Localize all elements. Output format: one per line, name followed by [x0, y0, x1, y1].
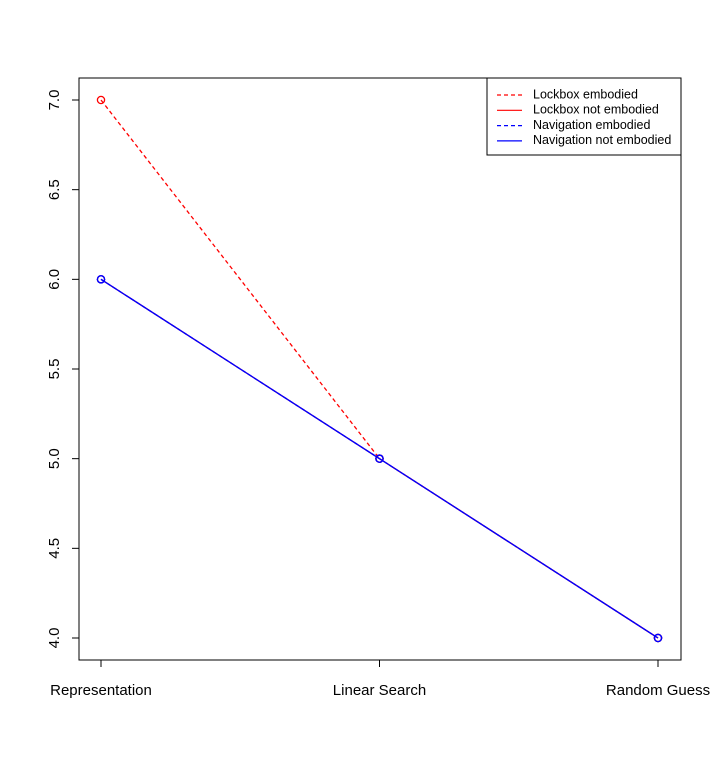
- series-line: [100, 99, 659, 639]
- y-tick-label: 4.0: [46, 628, 63, 649]
- series-point: [96, 275, 106, 284]
- x-tick-label: Representation: [50, 682, 152, 699]
- y-tick-label: 5.5: [46, 359, 63, 380]
- series-point: [653, 633, 663, 643]
- series-line: [100, 278, 659, 639]
- y-tick-label: 4.5: [46, 538, 63, 559]
- x-tick-label: Linear Search: [333, 682, 426, 699]
- y-tick-label: 6.0: [46, 269, 63, 290]
- legend-label: Lockbox not embodied: [533, 103, 659, 117]
- y-tick-label: 5.0: [46, 448, 63, 469]
- x-tick-label: Random Guess: [606, 682, 710, 699]
- plot-frame: [78, 77, 682, 661]
- legend-label: Lockbox embodied: [533, 87, 638, 101]
- series-layer: [96, 95, 663, 643]
- series-point: [375, 454, 384, 463]
- y-tick-label: 7.0: [46, 90, 63, 111]
- y-tick-label: 6.5: [46, 179, 63, 200]
- series-point: [96, 95, 106, 105]
- legend-box: [486, 77, 682, 156]
- legend-label: Navigation not embodied: [533, 133, 671, 147]
- legend-label: Navigation embodied: [533, 118, 650, 132]
- axes-layer: 4.0 4.5 5.0 5.5 6.0 6.5 7.0 Representation Linea…: [46, 77, 710, 699]
